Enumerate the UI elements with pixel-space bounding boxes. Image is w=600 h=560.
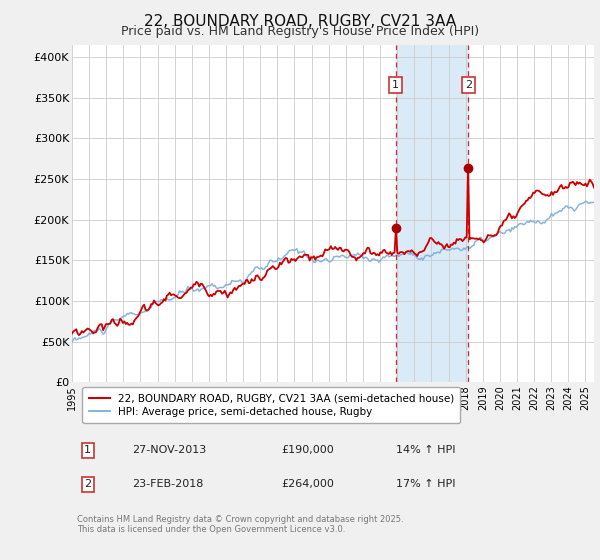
Text: £190,000: £190,000	[281, 445, 334, 455]
22, BOUNDARY ROAD, RUGBY, CV21 3AA (semi-detached house)	[526, 194, 533, 201]
HPI: Average price, semi-detached house, Rugby: (2.01e+03, 1.48e+05): Average price, semi-detached house, Rugb…	[272, 258, 280, 265]
Line: 22, BOUNDARY ROAD, RUGBY, CV21 3AA (semi-detached house): 22, BOUNDARY ROAD, RUGBY, CV21 3AA (semi…	[72, 167, 594, 335]
22, BOUNDARY ROAD, RUGBY, CV21 3AA (semi-detached house)	[76, 332, 83, 339]
HPI: Average price, semi-detached house, Rugby: (2e+03, 1.01e+05): Average price, semi-detached house, Rugb…	[159, 297, 166, 304]
HPI: Average price, semi-detached house, Rugby: (2e+03, 5e+04): Average price, semi-detached house, Rugb…	[68, 338, 76, 345]
Text: 22, BOUNDARY ROAD, RUGBY, CV21 3AA: 22, BOUNDARY ROAD, RUGBY, CV21 3AA	[144, 14, 456, 29]
22, BOUNDARY ROAD, RUGBY, CV21 3AA (semi-detached house)	[68, 330, 76, 337]
HPI: Average price, semi-detached house, Rugby: (2.02e+03, 1.65e+05): Average price, semi-detached house, Rugb…	[449, 245, 456, 251]
Text: 1: 1	[392, 80, 399, 90]
HPI: Average price, semi-detached house, Rugby: (2.03e+03, 2.22e+05): Average price, semi-detached house, Rugb…	[590, 199, 598, 206]
HPI: Average price, semi-detached house, Rugby: (2.02e+03, 1.97e+05): Average price, semi-detached house, Rugb…	[523, 219, 530, 226]
Text: 14% ↑ HPI: 14% ↑ HPI	[395, 445, 455, 455]
22, BOUNDARY ROAD, RUGBY, CV21 3AA (semi-detached house)	[451, 239, 458, 246]
22, BOUNDARY ROAD, RUGBY, CV21 3AA (semi-detached house)	[274, 265, 281, 272]
Line: HPI: Average price, semi-detached house, Rugby: HPI: Average price, semi-detached house,…	[72, 201, 594, 342]
Text: Price paid vs. HM Land Registry's House Price Index (HPI): Price paid vs. HM Land Registry's House …	[121, 25, 479, 38]
HPI: Average price, semi-detached house, Rugby: (2.03e+03, 2.23e+05): Average price, semi-detached house, Rugb…	[582, 198, 589, 204]
Text: Contains HM Land Registry data © Crown copyright and database right 2025.
This d: Contains HM Land Registry data © Crown c…	[77, 515, 404, 534]
Text: 2: 2	[84, 479, 91, 489]
Text: 2: 2	[464, 80, 472, 90]
Legend: 22, BOUNDARY ROAD, RUGBY, CV21 3AA (semi-detached house), HPI: Average price, se: 22, BOUNDARY ROAD, RUGBY, CV21 3AA (semi…	[82, 387, 460, 423]
Text: £264,000: £264,000	[281, 479, 334, 489]
22, BOUNDARY ROAD, RUGBY, CV21 3AA (semi-detached house)	[279, 258, 286, 265]
22, BOUNDARY ROAD, RUGBY, CV21 3AA (semi-detached house)	[160, 296, 167, 302]
Text: 27-NOV-2013: 27-NOV-2013	[132, 445, 206, 455]
Text: 17% ↑ HPI: 17% ↑ HPI	[395, 479, 455, 489]
22, BOUNDARY ROAD, RUGBY, CV21 3AA (semi-detached house)	[500, 218, 507, 225]
Bar	[395, 45, 468, 382]
22, BOUNDARY ROAD, RUGBY, CV21 3AA (semi-detached house)	[464, 164, 472, 171]
HPI: Average price, semi-detached house, Rugby: (2.02e+03, 1.85e+05): Average price, semi-detached house, Rugb…	[497, 228, 504, 235]
22, BOUNDARY ROAD, RUGBY, CV21 3AA (semi-detached house)	[590, 184, 598, 191]
HPI: Average price, semi-detached house, Rugby: (2.01e+03, 1.51e+05): Average price, semi-detached house, Rugb…	[278, 256, 285, 263]
Text: 23-FEB-2018: 23-FEB-2018	[132, 479, 203, 489]
Text: 1: 1	[84, 445, 91, 455]
